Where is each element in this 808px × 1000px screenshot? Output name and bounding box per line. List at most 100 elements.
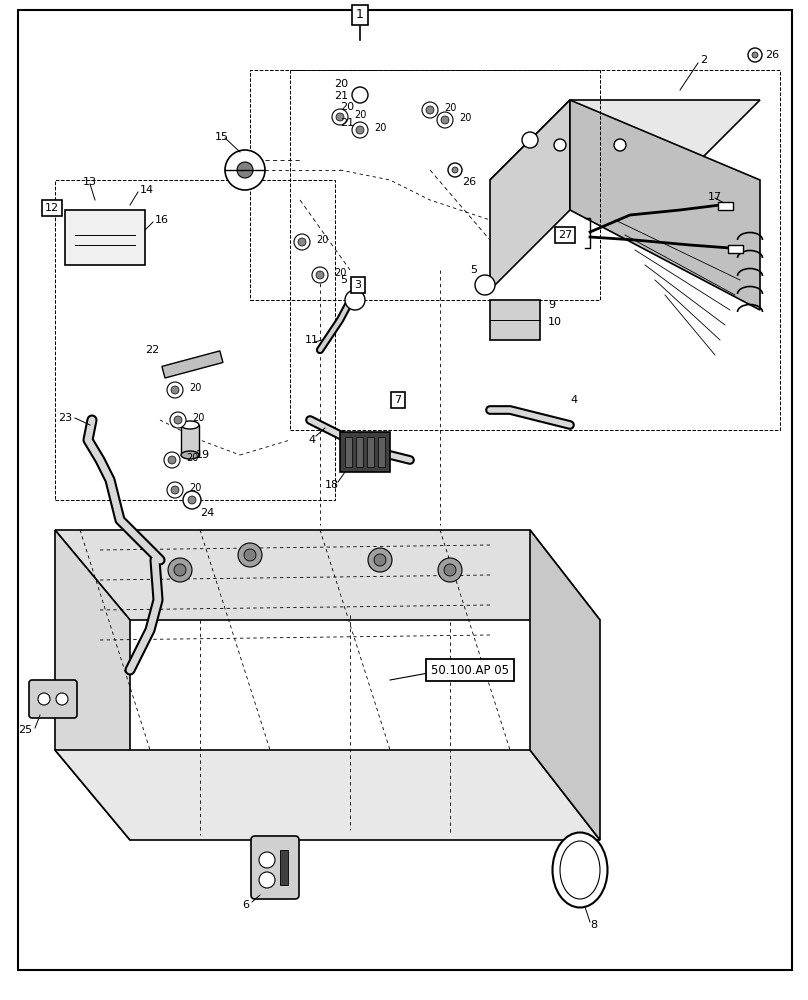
Circle shape xyxy=(38,693,50,705)
Bar xyxy=(345,437,352,467)
Polygon shape xyxy=(570,100,760,310)
Text: 15: 15 xyxy=(215,132,229,142)
Polygon shape xyxy=(55,530,600,620)
Text: 20: 20 xyxy=(189,383,201,393)
Circle shape xyxy=(174,564,186,576)
Text: 9: 9 xyxy=(548,300,555,310)
Circle shape xyxy=(614,139,626,151)
Text: 26: 26 xyxy=(462,177,476,187)
Circle shape xyxy=(183,491,201,509)
Circle shape xyxy=(332,109,348,125)
Text: 4: 4 xyxy=(308,435,315,445)
Circle shape xyxy=(167,382,183,398)
Circle shape xyxy=(316,271,324,279)
Polygon shape xyxy=(55,750,600,840)
Circle shape xyxy=(164,452,180,468)
Text: 20: 20 xyxy=(192,413,204,423)
Bar xyxy=(250,70,600,300)
Circle shape xyxy=(356,126,364,134)
Ellipse shape xyxy=(181,421,199,429)
Text: 20: 20 xyxy=(186,453,199,463)
FancyBboxPatch shape xyxy=(29,680,77,718)
Text: 8: 8 xyxy=(590,920,597,930)
Circle shape xyxy=(426,106,434,114)
Circle shape xyxy=(170,412,186,428)
Text: 19: 19 xyxy=(196,450,210,460)
Text: 4: 4 xyxy=(570,395,577,405)
FancyBboxPatch shape xyxy=(251,836,299,899)
Text: 7: 7 xyxy=(394,395,402,405)
Ellipse shape xyxy=(181,451,199,459)
Circle shape xyxy=(475,275,495,295)
Circle shape xyxy=(368,548,392,572)
Text: 20: 20 xyxy=(334,268,347,278)
Circle shape xyxy=(168,456,176,464)
Text: 5: 5 xyxy=(470,265,477,275)
Circle shape xyxy=(748,48,762,62)
Text: 20: 20 xyxy=(334,79,348,89)
Text: 10: 10 xyxy=(548,317,562,327)
Circle shape xyxy=(752,52,758,58)
Circle shape xyxy=(345,290,365,310)
Circle shape xyxy=(437,112,453,128)
Circle shape xyxy=(244,549,256,561)
Text: 3: 3 xyxy=(355,280,361,290)
Bar xyxy=(55,180,335,500)
Circle shape xyxy=(167,482,183,498)
Bar xyxy=(162,351,223,378)
Text: 20: 20 xyxy=(354,110,366,120)
Bar xyxy=(181,425,199,455)
Text: 6: 6 xyxy=(242,900,249,910)
Text: 5: 5 xyxy=(340,275,347,285)
Bar xyxy=(378,437,385,467)
Circle shape xyxy=(554,139,566,151)
Circle shape xyxy=(171,486,179,494)
Text: 18: 18 xyxy=(325,480,339,490)
Circle shape xyxy=(174,416,182,424)
Text: 20: 20 xyxy=(374,123,386,133)
Bar xyxy=(65,210,145,265)
Polygon shape xyxy=(55,530,130,840)
Text: 50.100.AP 05: 50.100.AP 05 xyxy=(431,664,509,676)
Text: 20: 20 xyxy=(459,113,471,123)
Circle shape xyxy=(188,496,196,504)
Text: 20: 20 xyxy=(189,483,201,493)
Polygon shape xyxy=(530,530,600,840)
Text: 26: 26 xyxy=(765,50,779,60)
Circle shape xyxy=(259,852,275,868)
Text: 24: 24 xyxy=(200,508,214,518)
Circle shape xyxy=(312,267,328,283)
Circle shape xyxy=(56,693,68,705)
Circle shape xyxy=(336,113,344,121)
Circle shape xyxy=(374,554,386,566)
Bar xyxy=(340,432,390,472)
Circle shape xyxy=(259,872,275,888)
Circle shape xyxy=(237,162,253,178)
Text: 21: 21 xyxy=(340,118,354,128)
Bar xyxy=(280,850,288,885)
Text: 27: 27 xyxy=(558,230,572,240)
Circle shape xyxy=(225,150,265,190)
Bar xyxy=(290,70,780,430)
Bar xyxy=(718,202,733,210)
Circle shape xyxy=(422,102,438,118)
Bar xyxy=(367,437,374,467)
Text: 25: 25 xyxy=(18,725,32,735)
Ellipse shape xyxy=(560,841,600,899)
Circle shape xyxy=(448,163,462,177)
Text: 22: 22 xyxy=(145,345,159,355)
Text: 14: 14 xyxy=(140,185,154,195)
Circle shape xyxy=(294,234,310,250)
Circle shape xyxy=(238,543,262,567)
Text: 21: 21 xyxy=(334,91,348,101)
Circle shape xyxy=(441,116,449,124)
Text: 1: 1 xyxy=(356,8,364,21)
Text: 11: 11 xyxy=(305,335,319,345)
Text: 20: 20 xyxy=(444,103,457,113)
Ellipse shape xyxy=(553,832,608,908)
Circle shape xyxy=(168,558,192,582)
Text: 20: 20 xyxy=(316,235,328,245)
Bar xyxy=(728,245,743,253)
Polygon shape xyxy=(490,100,760,180)
Circle shape xyxy=(522,132,538,148)
